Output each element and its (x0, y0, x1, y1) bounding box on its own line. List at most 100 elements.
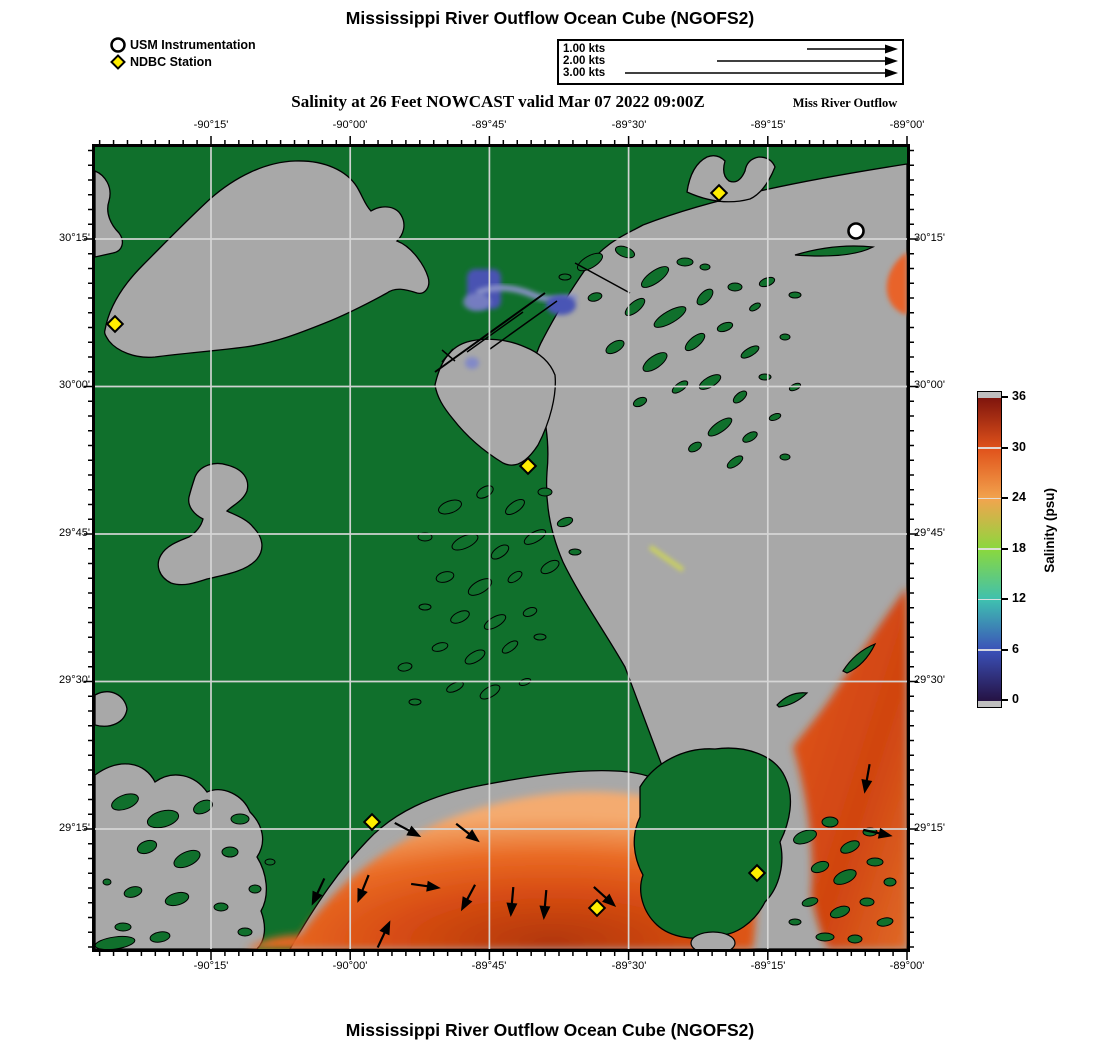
lake-maurepas-edge (95, 170, 124, 258)
y-tick-label: 29°15' (59, 822, 90, 834)
colorbar-gradient (978, 398, 1001, 701)
colorbar-tick-label: 6 (1012, 641, 1019, 656)
y-tick-label: 30°15' (59, 232, 90, 244)
current-arrow-icon (311, 877, 326, 906)
current-arrow-icon (410, 880, 441, 892)
colorbar-tick-label: 18 (1012, 540, 1026, 555)
colorbar-tick (1001, 598, 1008, 600)
colorbar (977, 391, 1002, 708)
marsh-islands (95, 245, 897, 949)
x-tick-label: -89°15' (750, 119, 786, 131)
ndbc-station-marker (587, 898, 607, 918)
colorbar-tick-label: 30 (1012, 439, 1026, 454)
ndbc-stations (105, 183, 767, 918)
colorbar-tick (1001, 547, 1008, 550)
inland-lake (157, 462, 263, 586)
central-bay (434, 338, 556, 466)
lake-pontchartrain (103, 160, 430, 358)
y-tick-label: 29°15' (914, 822, 945, 834)
current-arrow-icon (357, 874, 370, 903)
ndbc-station-marker (518, 456, 538, 476)
current-arrow-icon (460, 884, 477, 912)
current-arrow-icon (455, 822, 480, 843)
colorbar-under-cap (978, 701, 1001, 707)
colorbar-gridline (978, 447, 1001, 449)
colorbar-tick-label: 36 (1012, 389, 1026, 403)
marsh-left-lobe (95, 691, 128, 727)
arrowhead-icon (885, 44, 898, 54)
island-eel-1 (842, 642, 877, 674)
colorbar-gridline (978, 548, 1001, 550)
legend-markers (110, 37, 126, 70)
current-arrow-icon (593, 886, 617, 908)
y-tick-label: 29°45' (914, 527, 945, 539)
axis-ticks (84, 136, 918, 960)
current-arrow-icon (394, 821, 422, 838)
colorbar-gridline (978, 649, 1001, 651)
velocity-3kt-label: 3.00 kts (563, 67, 606, 79)
island-notch-bay (690, 931, 736, 949)
x-tick-label: -89°30' (611, 960, 647, 972)
x-tick-label: -89°00' (889, 960, 925, 972)
legend-ndbc-label: NDBC Station (130, 55, 212, 69)
island-eel-2 (794, 245, 876, 257)
current-arrows (311, 764, 893, 949)
ndbc-station-marker (362, 812, 382, 832)
arrowhead-icon (885, 56, 898, 66)
ndbc-station-marker (747, 863, 767, 883)
x-tick-label: -89°45' (471, 119, 507, 131)
current-arrow-icon (863, 827, 893, 839)
usm-station-marker (847, 222, 865, 240)
current-arrow-icon (506, 886, 518, 917)
velocity-2kt-label: 2.00 kts (563, 55, 606, 67)
x-tick-label: -89°45' (471, 960, 507, 972)
northeast-bay (686, 155, 776, 203)
colorbar-over-cap (978, 392, 1001, 398)
arrowhead-icon (885, 68, 898, 78)
x-tick-label: -90°15' (193, 960, 229, 972)
x-tick-label: -89°00' (889, 119, 925, 131)
colorbar-gridline (978, 497, 1001, 499)
map-subtitle-right: Miss River Outflow (792, 96, 898, 110)
colorbar-gridline (978, 598, 1001, 600)
current-arrow-icon (861, 764, 873, 794)
colorbar-tick (1001, 446, 1008, 449)
bottom-title: Mississippi River Outflow Ocean Cube (NG… (345, 1020, 755, 1040)
y-tick-label: 29°30' (914, 674, 945, 686)
x-tick-label: -90°15' (193, 119, 229, 131)
map-frame (92, 144, 910, 952)
low-salinity-patches (463, 269, 578, 369)
x-tick-label: -90°00' (332, 119, 368, 131)
velocity-1kt-label: 1.00 kts (563, 43, 606, 55)
colorbar-tick (1001, 648, 1008, 651)
ndbc-station-marker (105, 314, 125, 334)
velocity-scale-arrows (625, 44, 898, 78)
colorbar-tick-label: 12 (1012, 591, 1026, 605)
current-arrow-icon (376, 920, 391, 949)
y-tick-label: 29°45' (59, 527, 90, 539)
legend-usm-label: USM Instrumentation (130, 38, 256, 52)
colorbar-tick (1001, 396, 1008, 398)
colorbar-axis-label: Salinity (psu) (1042, 488, 1057, 573)
y-tick-label: 30°00' (914, 379, 945, 391)
x-tick-label: -89°15' (750, 960, 786, 972)
y-tick-label: 30°15' (914, 232, 945, 244)
right-edge-salinity-wedge (886, 252, 907, 315)
island-eel-3 (776, 692, 809, 708)
mid-salinity-streak (648, 544, 685, 573)
page-title: Mississippi River Outflow Ocean Cube (NG… (345, 8, 755, 28)
colorbar-tick-label: 0 (1012, 692, 1019, 706)
velocity-scale-box: 1.00 kts 2.00 kts 3.00 kts (557, 39, 904, 85)
x-tick-label: -89°30' (611, 119, 647, 131)
colorbar-tick (1001, 497, 1008, 499)
colorbar-tick-label: 24 (1012, 490, 1026, 504)
ndbc-station-marker (709, 183, 729, 203)
salinity-map (84, 136, 918, 960)
graticule (95, 147, 907, 949)
ndbc-diamond-icon (110, 54, 126, 70)
y-tick-label: 29°30' (59, 674, 90, 686)
y-tick-label: 30°00' (59, 379, 90, 391)
current-arrow-icon (539, 889, 551, 920)
map-subtitle: Salinity at 26 Feet NOWCAST valid Mar 07… (291, 92, 705, 111)
